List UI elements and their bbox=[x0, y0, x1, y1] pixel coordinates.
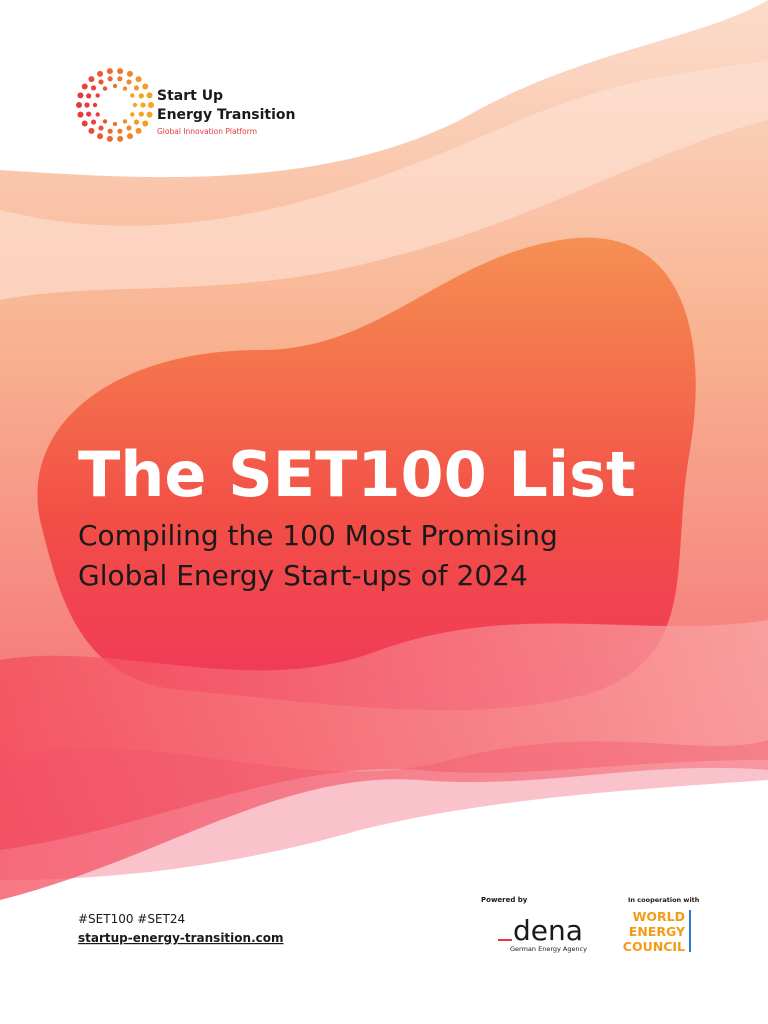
dena-description: German Energy Agency bbox=[510, 945, 587, 953]
blob bbox=[37, 237, 696, 711]
logo-dot bbox=[133, 119, 140, 125]
logo-mark bbox=[76, 68, 154, 142]
logo-dot bbox=[112, 121, 118, 127]
logo-text: Start Up bbox=[157, 88, 223, 104]
logo-dot bbox=[130, 112, 135, 117]
logo-dot bbox=[135, 76, 142, 83]
logo-dot bbox=[102, 86, 108, 91]
logo-dot bbox=[117, 68, 124, 75]
logo-dot bbox=[76, 102, 82, 108]
logo-dot bbox=[98, 125, 104, 131]
logo-dot bbox=[130, 93, 135, 98]
logo-dot bbox=[90, 119, 97, 125]
logo-dot bbox=[95, 93, 100, 98]
logo-dot bbox=[97, 70, 104, 77]
logo-dot bbox=[95, 112, 100, 117]
logo-dot bbox=[138, 111, 144, 117]
logo-dot bbox=[117, 76, 123, 82]
logo-dot bbox=[133, 85, 140, 91]
logo-dot bbox=[86, 111, 92, 117]
logo-dot bbox=[88, 76, 95, 83]
logo-dot bbox=[148, 102, 154, 108]
logo-dot bbox=[140, 102, 146, 108]
logo-dot bbox=[102, 119, 108, 124]
council-text: COUNCIL bbox=[623, 939, 685, 954]
logo-tagline: Global Innovation Platform bbox=[157, 127, 257, 136]
powered-label: Powered by bbox=[481, 896, 528, 904]
logo-dot bbox=[122, 86, 128, 91]
logo-dot bbox=[146, 111, 153, 118]
logo-dot bbox=[132, 102, 138, 108]
logo-dot bbox=[77, 111, 84, 118]
logo-dot bbox=[142, 120, 149, 127]
logo-dot bbox=[107, 76, 113, 82]
logo-dot bbox=[112, 83, 118, 89]
dena-logo: dena bbox=[513, 914, 583, 947]
wave bbox=[0, 60, 768, 300]
logo-dot bbox=[122, 119, 128, 124]
logo-text: Energy Transition bbox=[157, 107, 296, 123]
logo-dot bbox=[126, 133, 133, 140]
logo-dot bbox=[135, 127, 142, 134]
logo-dot bbox=[142, 83, 149, 90]
logo-dot bbox=[107, 128, 113, 134]
title: The SET100 List bbox=[78, 438, 636, 511]
logo-dot bbox=[86, 93, 92, 99]
url-link[interactable]: startup-energy-transition.com bbox=[78, 931, 283, 945]
logo-dot bbox=[146, 92, 153, 99]
logo-dot bbox=[84, 102, 90, 108]
logo-dot bbox=[126, 79, 132, 85]
logo-dot bbox=[77, 92, 84, 99]
logo-dot bbox=[97, 133, 104, 140]
logo-dot bbox=[92, 102, 98, 108]
wave bbox=[0, 740, 768, 880]
logo-dot bbox=[106, 135, 113, 142]
council-text: WORLD bbox=[633, 909, 685, 924]
subtitle: Global Energy Start-ups of 2024 bbox=[78, 559, 528, 592]
logo-dot bbox=[81, 83, 88, 90]
logo-dot bbox=[90, 85, 97, 91]
logo-dot bbox=[126, 125, 132, 131]
subtitle: Compiling the 100 Most Promising bbox=[78, 519, 558, 552]
council-text: ENERGY bbox=[629, 924, 686, 939]
logo-dot bbox=[117, 128, 123, 134]
wave bbox=[0, 620, 768, 900]
cooperation-label: In cooperation with bbox=[628, 896, 700, 904]
logo-dot bbox=[98, 79, 104, 85]
logo-dot bbox=[117, 135, 124, 142]
logo-dot bbox=[106, 68, 113, 75]
logo-dot bbox=[126, 70, 133, 77]
logo-dot bbox=[81, 120, 88, 127]
logo-dot bbox=[88, 127, 95, 134]
hashtags: #SET100 #SET24 bbox=[78, 912, 185, 926]
logo-dot bbox=[138, 93, 144, 99]
